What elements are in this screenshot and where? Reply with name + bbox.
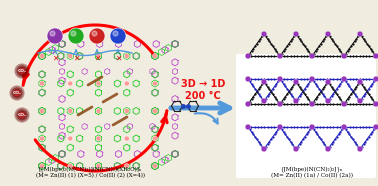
- Circle shape: [68, 163, 73, 169]
- Circle shape: [50, 31, 55, 36]
- Circle shape: [261, 146, 267, 152]
- Circle shape: [373, 101, 378, 107]
- Circle shape: [261, 98, 267, 104]
- Circle shape: [12, 88, 22, 98]
- Circle shape: [309, 53, 315, 59]
- Circle shape: [39, 163, 45, 169]
- Circle shape: [68, 54, 73, 59]
- Circle shape: [341, 101, 347, 107]
- Circle shape: [277, 76, 283, 82]
- Circle shape: [325, 79, 331, 85]
- Circle shape: [89, 28, 105, 44]
- Circle shape: [357, 31, 363, 37]
- Circle shape: [96, 81, 101, 86]
- Circle shape: [373, 53, 378, 59]
- Circle shape: [110, 28, 126, 44]
- Circle shape: [96, 54, 101, 59]
- Circle shape: [15, 108, 29, 122]
- Text: ✕: ✕: [115, 54, 121, 62]
- Circle shape: [15, 91, 19, 95]
- Text: {[M(bpe)(N(CN)₂)₂]}ₙ
(M= Zn(II) (1a) / Co(II) (2a)): {[M(bpe)(N(CN)₂)₂]}ₙ (M= Zn(II) (1a) / C…: [271, 166, 353, 178]
- Circle shape: [19, 111, 25, 118]
- Circle shape: [261, 79, 267, 85]
- Text: CO₂: CO₂: [13, 91, 22, 95]
- Circle shape: [293, 79, 299, 85]
- Text: ✕: ✕: [52, 54, 58, 62]
- Text: [{M(bpe)₂(N(CN)₂)](N(CN)₂)(XH₂O)]ₙ
(M= Zn(II) (1) (X=5) / Co(II) (2) (X=4)): [{M(bpe)₂(N(CN)₂)](N(CN)₂)(XH₂O)]ₙ (M= Z…: [36, 166, 144, 178]
- Circle shape: [124, 163, 129, 169]
- Circle shape: [357, 79, 363, 85]
- Circle shape: [39, 136, 45, 141]
- Circle shape: [14, 90, 20, 96]
- Circle shape: [309, 101, 315, 107]
- Circle shape: [113, 31, 118, 36]
- Circle shape: [68, 136, 73, 141]
- Circle shape: [96, 163, 101, 169]
- Circle shape: [47, 28, 63, 44]
- Circle shape: [68, 28, 84, 44]
- Circle shape: [309, 76, 315, 82]
- Circle shape: [124, 81, 129, 86]
- Circle shape: [19, 68, 25, 74]
- Circle shape: [341, 124, 347, 130]
- Circle shape: [17, 110, 27, 120]
- Circle shape: [39, 81, 45, 86]
- Circle shape: [357, 98, 363, 104]
- Circle shape: [124, 136, 129, 141]
- Circle shape: [245, 124, 251, 130]
- Circle shape: [92, 31, 97, 36]
- Circle shape: [20, 69, 24, 73]
- Circle shape: [96, 136, 101, 141]
- Circle shape: [293, 146, 299, 152]
- Circle shape: [152, 54, 158, 59]
- Circle shape: [71, 31, 76, 36]
- Circle shape: [68, 108, 73, 113]
- Circle shape: [19, 68, 25, 75]
- Circle shape: [19, 112, 25, 118]
- Circle shape: [325, 146, 331, 152]
- Circle shape: [124, 108, 129, 113]
- Circle shape: [325, 31, 331, 37]
- Circle shape: [152, 163, 158, 169]
- Circle shape: [20, 113, 24, 117]
- Circle shape: [341, 76, 347, 82]
- Circle shape: [293, 31, 299, 37]
- Circle shape: [96, 108, 101, 113]
- FancyBboxPatch shape: [236, 54, 376, 178]
- Circle shape: [124, 54, 129, 59]
- Circle shape: [373, 76, 378, 82]
- Circle shape: [261, 31, 267, 37]
- Circle shape: [39, 54, 45, 59]
- Circle shape: [152, 81, 158, 86]
- Text: 3D → 1D
200 °C: 3D → 1D 200 °C: [181, 79, 225, 101]
- Circle shape: [14, 89, 20, 97]
- Circle shape: [10, 86, 24, 100]
- Circle shape: [152, 136, 158, 141]
- Text: CO₂: CO₂: [18, 69, 27, 73]
- Circle shape: [357, 146, 363, 152]
- Circle shape: [152, 108, 158, 113]
- Circle shape: [373, 124, 378, 130]
- Circle shape: [277, 124, 283, 130]
- Circle shape: [277, 53, 283, 59]
- Circle shape: [245, 76, 251, 82]
- Circle shape: [68, 81, 73, 86]
- Circle shape: [15, 64, 29, 78]
- Circle shape: [277, 101, 283, 107]
- Circle shape: [341, 53, 347, 59]
- Circle shape: [245, 53, 251, 59]
- Text: ✕: ✕: [94, 54, 100, 62]
- Circle shape: [309, 124, 315, 130]
- Text: CO₂: CO₂: [18, 113, 27, 117]
- Circle shape: [293, 98, 299, 104]
- Circle shape: [325, 98, 331, 104]
- Circle shape: [39, 108, 45, 113]
- Text: ✕: ✕: [73, 54, 79, 62]
- Circle shape: [245, 101, 251, 107]
- Circle shape: [17, 66, 27, 76]
